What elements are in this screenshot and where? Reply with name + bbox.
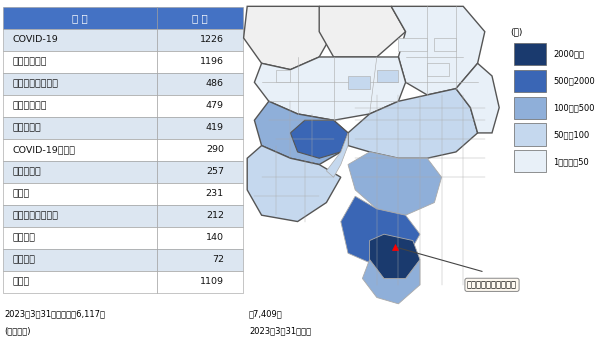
Bar xyxy=(157,73,243,95)
Text: (重複あり): (重複あり) xyxy=(4,327,31,336)
Bar xyxy=(514,123,546,146)
Bar xyxy=(3,227,157,249)
Text: 212: 212 xyxy=(206,211,224,220)
Bar xyxy=(3,95,157,117)
Polygon shape xyxy=(456,63,499,133)
Text: 気管支喃息: 気管支喃息 xyxy=(13,123,41,132)
Bar xyxy=(3,117,157,139)
Text: 419: 419 xyxy=(206,123,224,132)
Polygon shape xyxy=(244,6,334,69)
Text: 140: 140 xyxy=(206,233,224,242)
Bar xyxy=(157,7,243,29)
Bar xyxy=(514,150,546,172)
Text: 病 名: 病 名 xyxy=(72,13,88,23)
Polygon shape xyxy=(370,234,420,279)
Text: 2023年3月31日現在: 2023年3月31日現在 xyxy=(249,327,311,336)
Text: 1109: 1109 xyxy=(200,277,224,286)
Text: 2000以上: 2000以上 xyxy=(553,49,584,58)
Polygon shape xyxy=(254,101,348,164)
Text: アレルギー性鼻炎: アレルギー性鼻炎 xyxy=(13,79,59,88)
Text: 1～　　㔀50: 1～ 㔀50 xyxy=(553,157,589,166)
Bar xyxy=(157,227,243,249)
Text: 計7,409名: 計7,409名 xyxy=(249,310,283,319)
Polygon shape xyxy=(398,38,427,51)
Polygon shape xyxy=(254,57,406,120)
Text: 1196: 1196 xyxy=(200,57,224,66)
Bar xyxy=(3,51,157,73)
Text: アトピー性皮膚炎: アトピー性皮膚炎 xyxy=(13,211,59,220)
Text: 精神障害: 精神障害 xyxy=(13,255,35,264)
Bar xyxy=(3,139,157,161)
Text: 486: 486 xyxy=(206,79,224,88)
Text: 50～　100: 50～ 100 xyxy=(553,130,589,139)
Polygon shape xyxy=(434,38,456,51)
Text: 231: 231 xyxy=(206,189,224,198)
Polygon shape xyxy=(276,69,290,82)
Text: その他: その他 xyxy=(13,277,30,286)
Polygon shape xyxy=(377,69,398,82)
Text: 290: 290 xyxy=(206,145,224,154)
Bar xyxy=(157,183,243,205)
Bar xyxy=(157,117,243,139)
Bar xyxy=(3,73,157,95)
Bar xyxy=(157,205,243,227)
Bar xyxy=(3,7,157,29)
Text: 急性気管支炎: 急性気管支炎 xyxy=(13,101,47,110)
Text: COVID-19: COVID-19 xyxy=(13,35,58,44)
Text: 257: 257 xyxy=(206,167,224,176)
Bar xyxy=(157,139,243,161)
Polygon shape xyxy=(348,152,442,215)
Bar xyxy=(3,29,157,51)
Polygon shape xyxy=(319,6,406,57)
Text: 72: 72 xyxy=(212,255,224,264)
Polygon shape xyxy=(247,146,341,222)
Bar xyxy=(514,69,546,92)
Bar xyxy=(157,95,243,117)
Polygon shape xyxy=(341,196,420,266)
Text: 急性扁桃炎: 急性扁桃炎 xyxy=(13,167,41,176)
Polygon shape xyxy=(391,6,485,95)
Text: 1226: 1226 xyxy=(200,35,224,44)
Text: 急性上気道炎: 急性上気道炎 xyxy=(13,57,47,66)
Bar xyxy=(157,51,243,73)
Bar xyxy=(514,97,546,119)
Bar xyxy=(157,29,243,51)
Bar xyxy=(157,249,243,271)
Text: (人): (人) xyxy=(510,28,523,36)
Polygon shape xyxy=(427,63,449,76)
Polygon shape xyxy=(326,133,348,177)
Polygon shape xyxy=(348,76,370,89)
Polygon shape xyxy=(362,259,420,304)
Bar xyxy=(3,183,157,205)
Bar xyxy=(157,271,243,293)
Text: 500～2000: 500～2000 xyxy=(553,76,595,85)
Text: COVID-19の疊い: COVID-19の疊い xyxy=(13,145,76,154)
Text: 人 数: 人 数 xyxy=(192,13,208,23)
Text: 気分障害: 気分障害 xyxy=(13,233,35,242)
Text: 外房こどもクリニック: 外房こどもクリニック xyxy=(467,280,517,289)
Text: 胸脳炎: 胸脳炎 xyxy=(13,189,30,198)
Bar xyxy=(157,161,243,183)
Text: 100～　500: 100～ 500 xyxy=(553,103,595,112)
Bar xyxy=(3,271,157,293)
Text: 479: 479 xyxy=(206,101,224,110)
Polygon shape xyxy=(290,120,348,158)
Text: 2023年3月31日現在　計6,117件: 2023年3月31日現在 計6,117件 xyxy=(4,310,105,319)
Polygon shape xyxy=(348,89,478,158)
Bar xyxy=(514,43,546,65)
Bar xyxy=(3,205,157,227)
Bar xyxy=(3,161,157,183)
Bar xyxy=(3,249,157,271)
